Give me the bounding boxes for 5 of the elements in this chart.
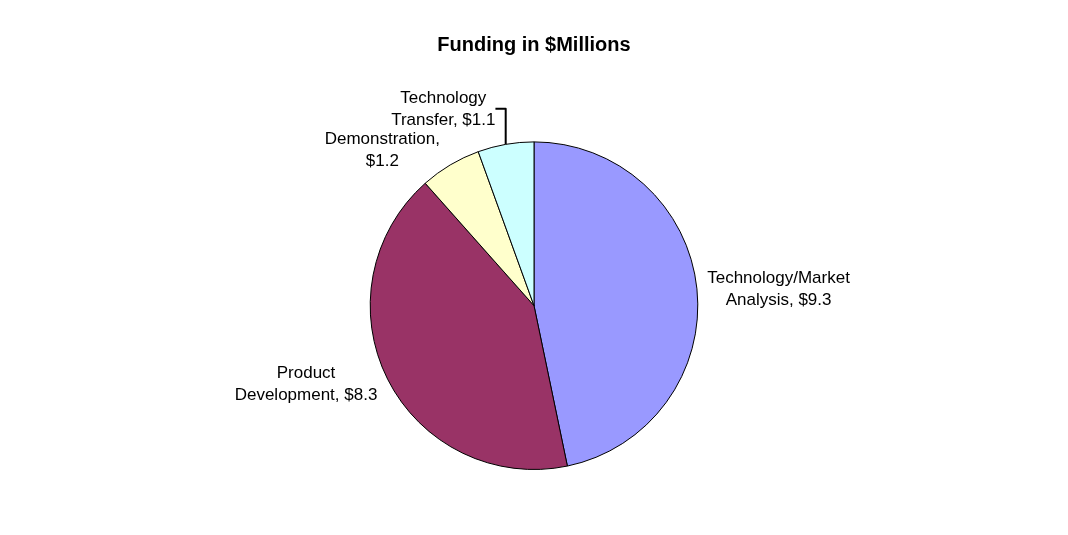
slice-label: Technology/Market Analysis, $9.3	[707, 268, 851, 310]
slice-label: Product Development, $8.3	[234, 362, 378, 404]
slice-label: Technology Transfer, $1.1	[391, 88, 496, 130]
slice-label: Demonstration, $1.2	[324, 129, 440, 171]
chart-title: Funding in $Millions	[437, 33, 631, 56]
